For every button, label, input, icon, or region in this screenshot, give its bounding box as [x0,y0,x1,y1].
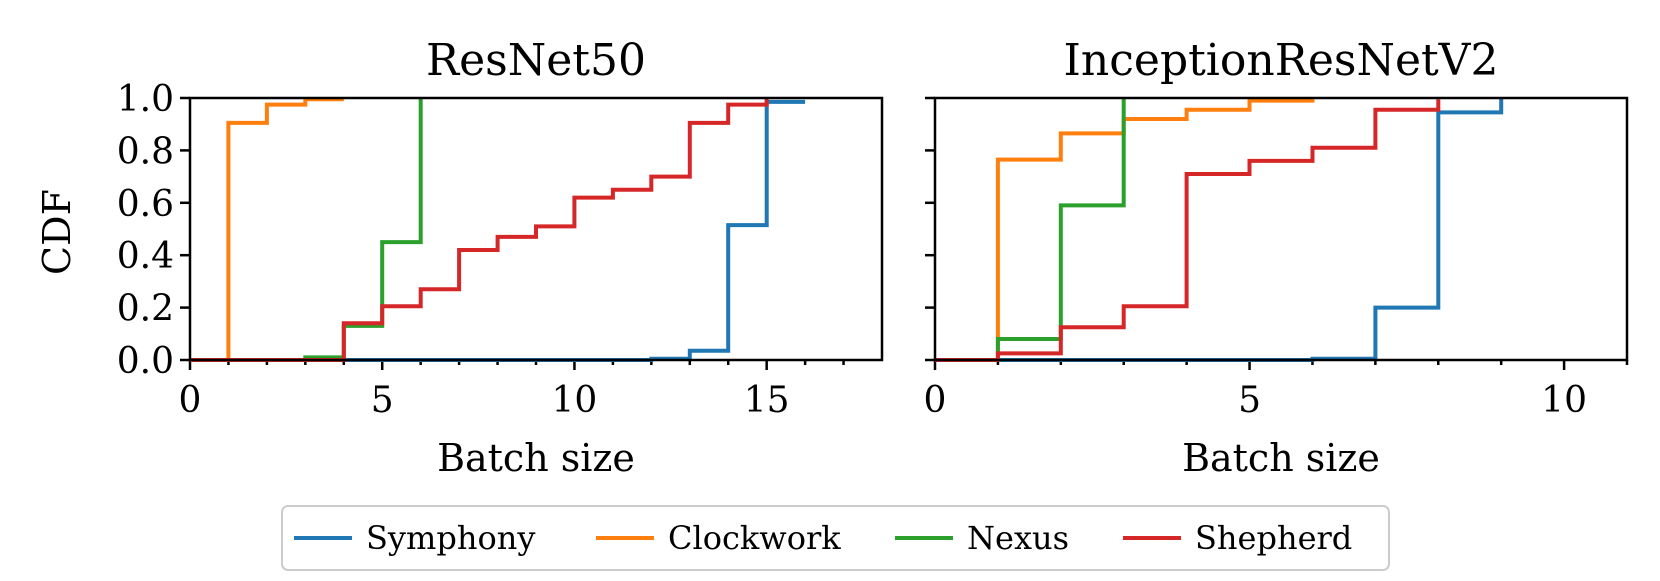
chart-inceptionresnetv2: InceptionResNetV2 Batch size 0 5 10 [924,35,1629,480]
x-tick-label: 0 [924,380,947,421]
legend-entry: Shepherd [1123,519,1352,557]
y-tick-label: 0.8 [117,131,174,172]
series-line-symphony [190,99,806,362]
series-line-shepherd [190,98,769,362]
x-tick-label: 10 [1541,380,1587,421]
x-tick-label: 5 [1238,380,1261,421]
x-tick-label: 15 [744,380,790,421]
series-line-nexus [190,98,423,362]
legend-label: Shepherd [1195,519,1352,557]
plot-frame [188,96,884,362]
legend-entry: Nexus [895,519,1069,557]
x-tick-label: 5 [371,380,394,421]
legend-label: Symphony [366,519,535,557]
x-axis-label: Batch size [1182,436,1380,480]
legend-entry: Symphony [294,519,535,557]
x-tick-label: 0 [179,380,202,421]
chart-title: ResNet50 [426,35,646,86]
legend-label: Clockwork [668,519,841,557]
series-line-symphony [935,98,1504,362]
y-tick-label: 1.0 [117,79,174,120]
y-tick-label: 0.0 [117,341,174,382]
y-tick-label: 0.2 [117,289,174,330]
y-axis-label: CDF [35,189,79,275]
series-line-shepherd [935,99,1441,362]
chart-resnet50: ResNet50 CDF Batch size 0 5 10 15 0.0 0.2 0.4 0… [35,35,884,480]
legend-frame [281,505,1390,571]
x-axis-label: Batch size [437,436,635,480]
series-line-clockwork [190,97,344,362]
legend-entry: Clockwork [596,519,841,557]
plot-frame [933,96,1629,362]
legend-label: Nexus [967,519,1069,557]
y-tick-label: 0.4 [117,236,174,277]
series-line-nexus [935,98,1126,362]
x-tick-label: 10 [552,380,598,421]
y-tick-label: 0.6 [117,184,174,225]
legend: Symphony Clockwork Nexus Shepherd [281,505,1390,571]
chart-title: InceptionResNetV2 [1064,35,1499,86]
